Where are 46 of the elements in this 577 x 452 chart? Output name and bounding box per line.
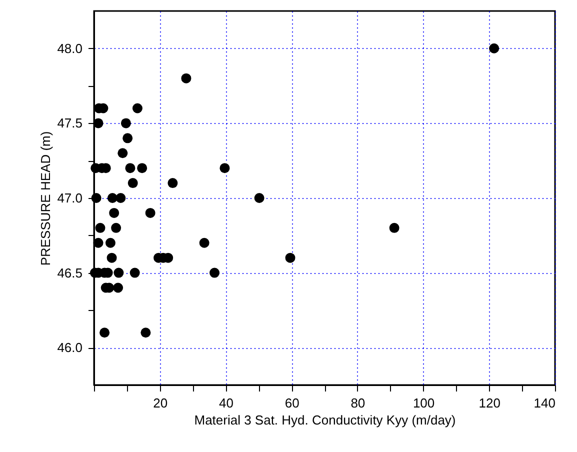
- point: [254, 193, 264, 203]
- point: [91, 193, 102, 203]
- point: [125, 163, 136, 174]
- y-tick-label: 47.0: [57, 190, 82, 206]
- x-tick-label: 100: [412, 396, 435, 410]
- point: [105, 238, 116, 248]
- y-tick-label: 46.0: [57, 340, 82, 356]
- point: [100, 328, 110, 338]
- y-axis-title: PRESSURE HEAD (m): [38, 131, 54, 266]
- point: [285, 252, 296, 263]
- point: [128, 178, 138, 188]
- x-tick-label: 20: [153, 396, 168, 410]
- point: [140, 328, 151, 338]
- point: [168, 178, 178, 188]
- point: [181, 73, 192, 84]
- point: [118, 148, 128, 158]
- point: [210, 268, 220, 278]
- point: [93, 118, 104, 128]
- x-tick-label: 40: [218, 396, 234, 410]
- point: [106, 252, 117, 263]
- point: [95, 222, 106, 233]
- point: [107, 193, 118, 203]
- point: [113, 282, 124, 293]
- x-tick-label: 140: [534, 396, 556, 410]
- point: [114, 268, 124, 278]
- point: [489, 43, 500, 54]
- point: [132, 103, 142, 114]
- point: [199, 238, 210, 248]
- x-tick-label: 80: [350, 396, 366, 410]
- x-tick-label: 120: [478, 396, 500, 410]
- x-axis-title: Material 3 Sat. Hyd. Conductivity Kyy (m/day): [194, 412, 456, 428]
- point: [389, 222, 400, 233]
- point: [122, 133, 133, 144]
- x-tick-label: 60: [284, 396, 300, 410]
- y-tick-label: 46.5: [57, 265, 82, 280]
- y-tick-label: 47.5: [57, 116, 82, 131]
- point: [220, 163, 230, 174]
- point: [120, 118, 131, 128]
- point: [130, 268, 140, 278]
- point: [93, 238, 104, 248]
- point: [137, 163, 148, 174]
- point: [145, 208, 156, 218]
- y-tick-label: 48.0: [57, 40, 82, 56]
- point: [116, 193, 126, 203]
- point: [109, 208, 120, 218]
- point: [111, 222, 122, 233]
